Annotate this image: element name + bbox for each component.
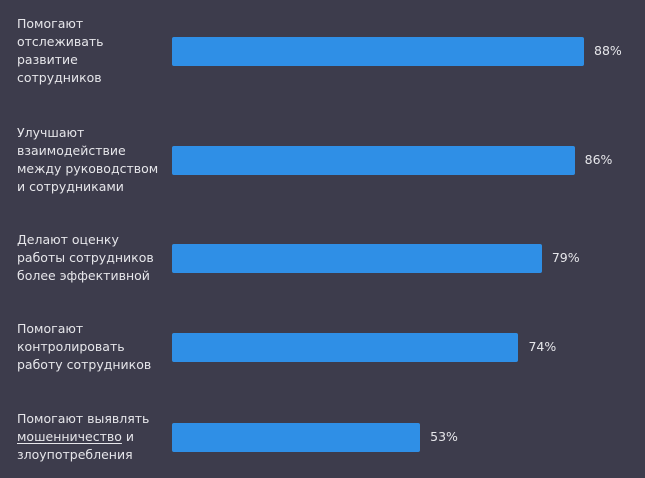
category-label: Помогают контролировать работу сотрудников [17,320,167,374]
value-label: 74% [528,339,557,354]
bar [172,243,542,273]
category-label-line: сотрудников [17,70,102,85]
category-label-line: злоупотребления [17,447,133,462]
category-label-line: Помогают выявлять [17,411,150,426]
category-label-line: Помогают [17,16,84,31]
bar [172,145,575,175]
bar [172,422,421,452]
value-label: 88% [594,43,622,58]
category-label-line: мошенничество и [17,429,135,444]
category-label-line: работу сотрудников [17,357,152,372]
bar [172,36,584,66]
category-label: Улучшают взаимодействие между руководством… [17,124,167,196]
category-label-line: развитие [17,52,78,67]
category-label: Делают оценку работы сотрудников более эфф… [17,231,167,285]
category-label-line: более эффективной [17,268,150,283]
category-label-line: отслеживать [17,34,104,49]
category-label-line: Помогают [17,321,84,336]
value-label: 53% [430,429,458,444]
value-label: 79% [551,250,580,265]
category-label-line: работы сотрудников [17,250,154,265]
category-label-line: между руководством [17,161,159,176]
category-label-line: Делают оценку [17,232,119,247]
category-label-line: Улучшают [17,125,85,140]
underlined-term[interactable]: мошенничество [17,429,122,444]
category-label-line: взаимодействие [17,143,126,158]
value-label: 86% [584,152,613,167]
category-label: Помогают отслеживать развитие сотрудников [17,15,167,87]
category-label-line: контролировать [17,339,125,354]
category-label-line: и сотрудниками [17,179,124,194]
category-label: Помогают выявлять мошенничество и злоупотр… [17,410,167,464]
bar [172,332,519,362]
